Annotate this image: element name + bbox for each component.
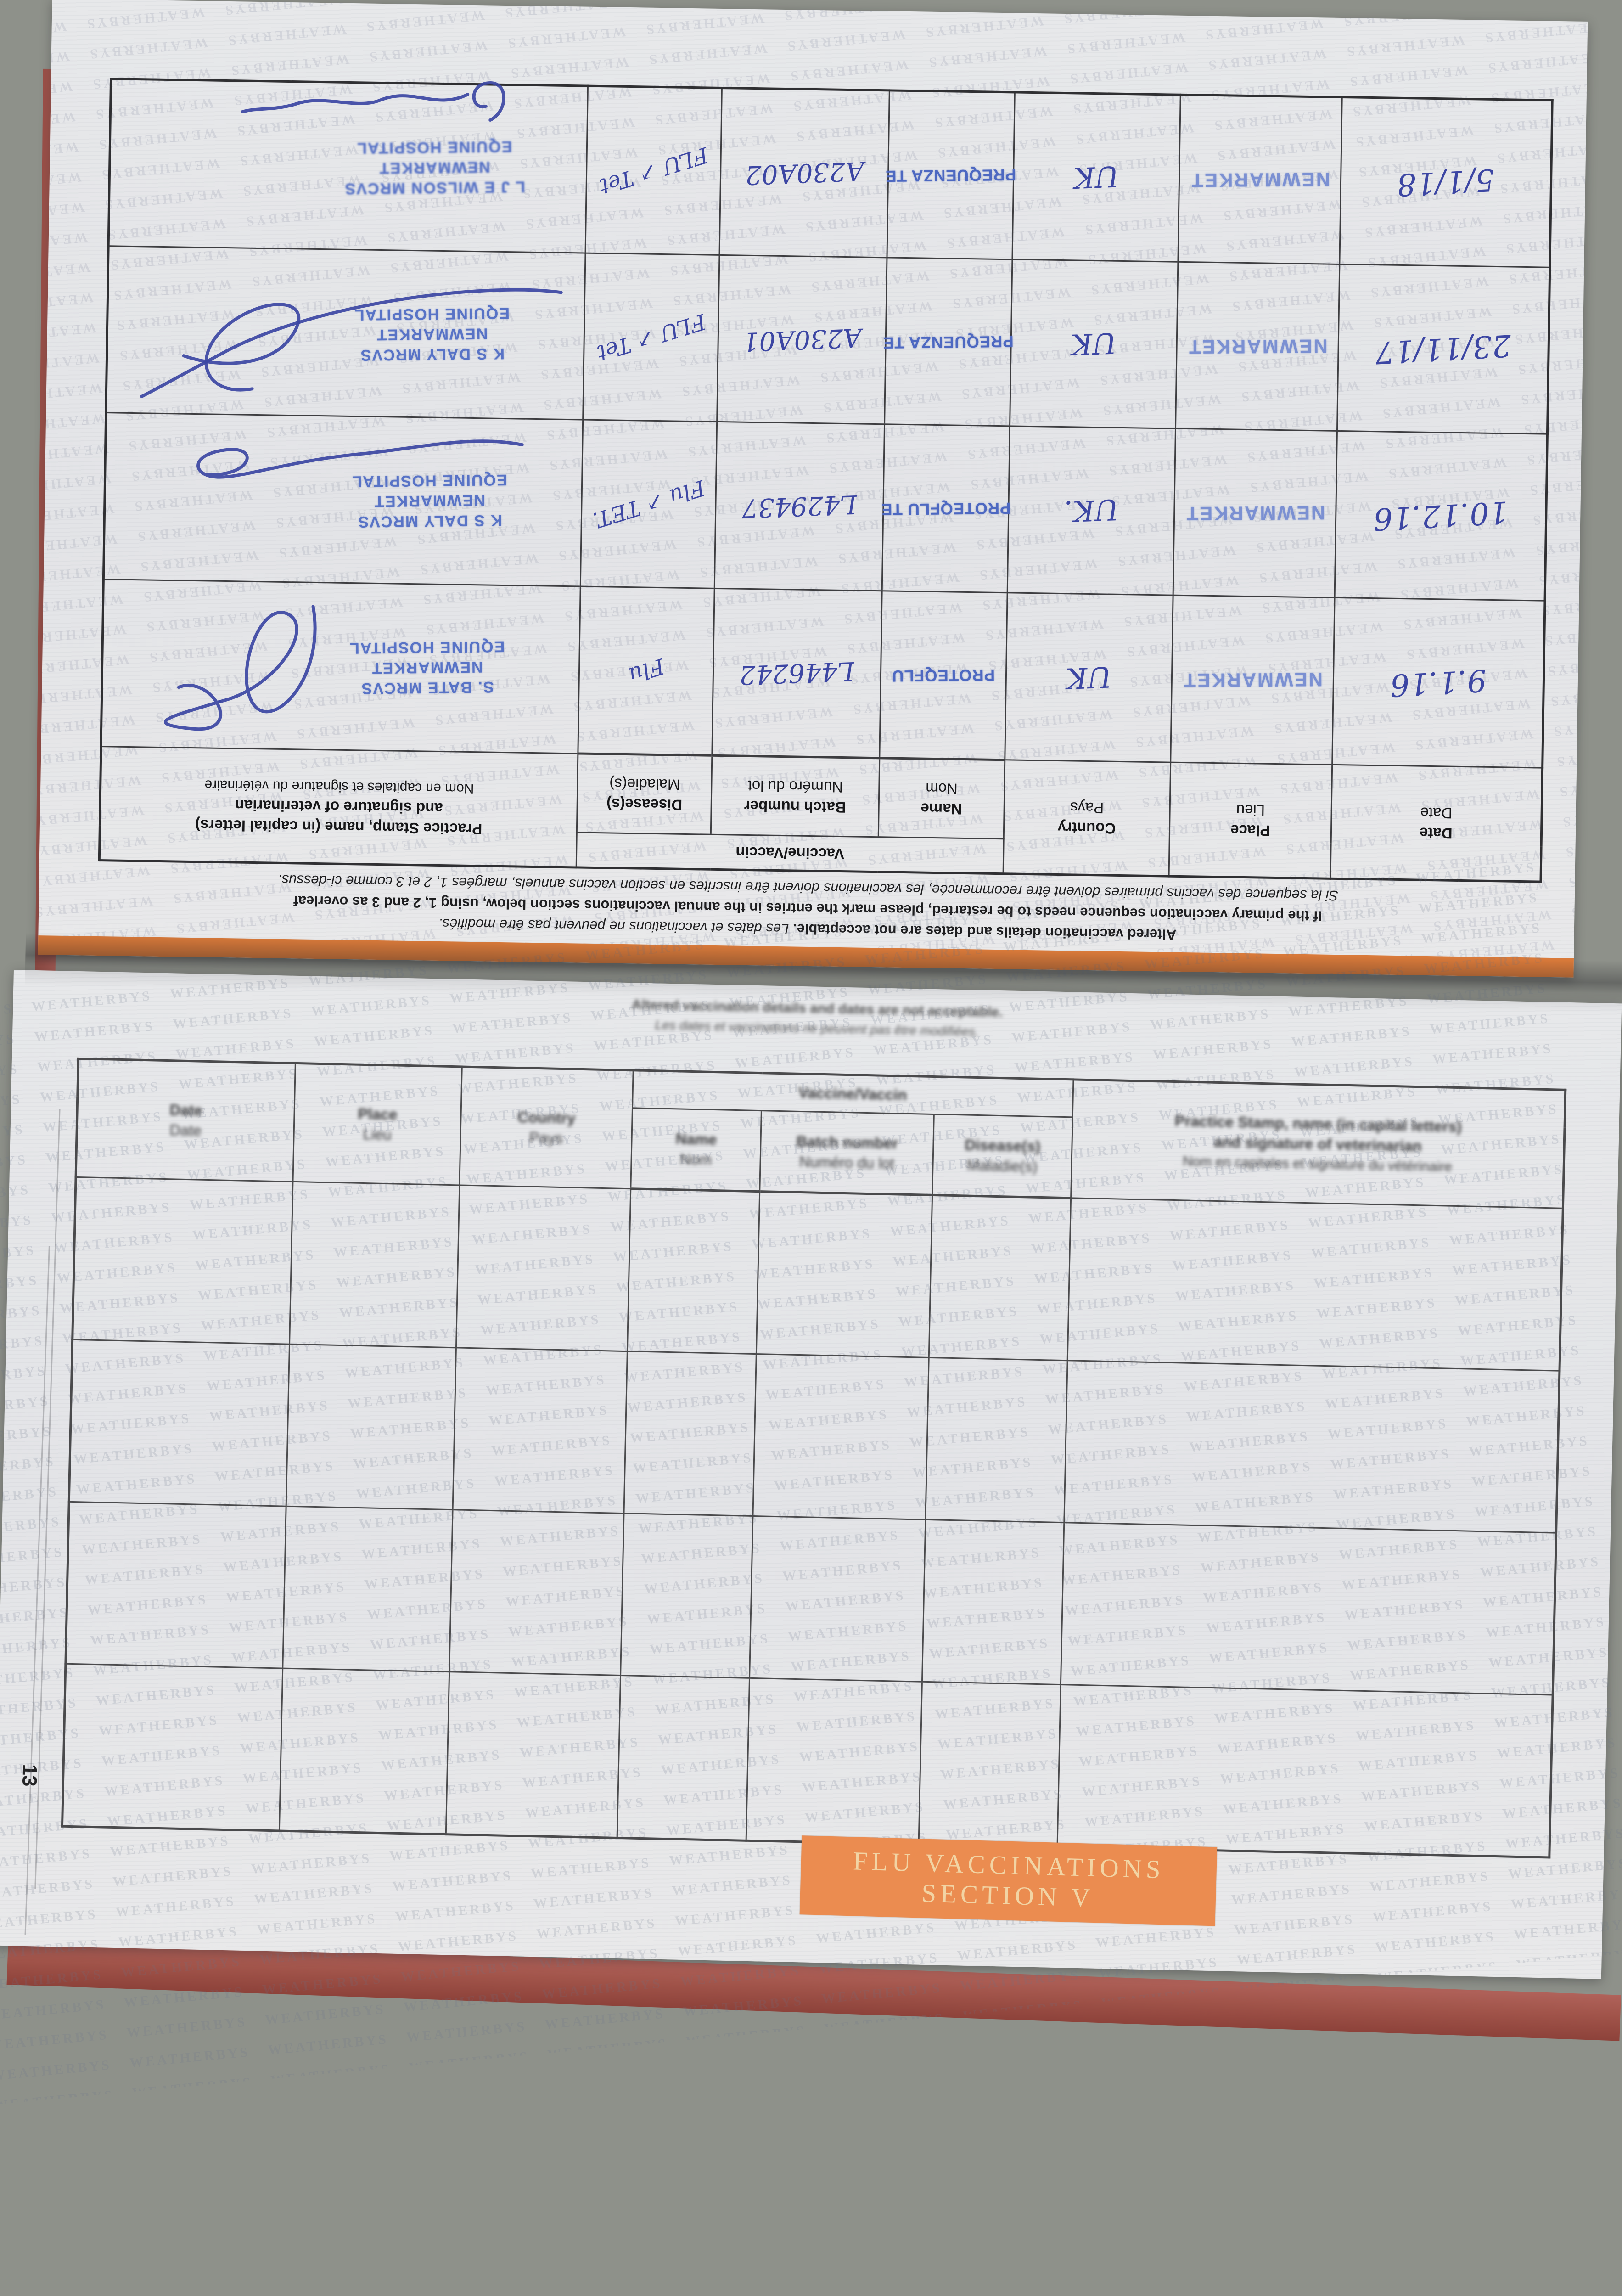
- place-stamp-1: NEWMARKET: [1182, 669, 1323, 692]
- cell-practice-stamp-2: K S DALY MRCVS NEWMARKET EQUINE HOSPITAL: [103, 412, 584, 587]
- vaccination-table-empty: Date Date Place Lieu Country Pays Vaccine/V…: [61, 1057, 1567, 1859]
- place-stamp-3: NEWMARKET: [1187, 335, 1328, 358]
- place-stamp-2: NEWMARKET: [1185, 502, 1325, 525]
- batch-handwriting-4: A230A02: [744, 156, 864, 190]
- vaccination-row-2: 10.12.16 NEWMARKET UK. PROTEQFLU TE L429…: [103, 412, 1548, 601]
- faded-warning-text: Altered vaccination details and dates ar…: [13, 982, 1622, 1055]
- header-date: Date Date: [1330, 765, 1543, 882]
- header-date: Date Date: [76, 1058, 296, 1182]
- disease-handwriting-2: Flu ↗ TET.: [589, 475, 708, 534]
- cell-disease-1: Flu: [578, 586, 715, 756]
- batch-handwriting-2: L429437: [741, 489, 858, 523]
- header-vaccine-name: Name Nom: [630, 1108, 762, 1192]
- header-batch-number: Batch number Numéro du lot: [760, 1110, 934, 1195]
- warning-en-1: Altered vaccination details and dates ar…: [792, 921, 1177, 943]
- header-vaccine-name: Name Nom: [878, 758, 1005, 839]
- cell-date-2: 10.12.16: [1334, 431, 1548, 601]
- country-handwriting-3: UK: [1070, 326, 1117, 362]
- cell-country-3: UK: [1010, 259, 1178, 429]
- disease-handwriting-4: FLU ↗ Tet: [596, 142, 712, 200]
- banner-title-line1: FLU VACCINATIONS: [853, 1846, 1165, 1885]
- vaccination-row-4: 5/1/18 NEWMARKET UK PREQUENZA TE A230A02…: [108, 79, 1553, 268]
- cell-disease-3: FLU ↗ Tet: [583, 253, 720, 422]
- cell-batch-1: L446242: [712, 588, 882, 758]
- empty-row-2: [69, 1339, 1560, 1533]
- header-disease: Disease(s) Maladie(s): [932, 1114, 1072, 1198]
- veterinarian-signature-1: [164, 605, 317, 731]
- date-handwriting-3: 23/11/17: [1374, 327, 1512, 371]
- cell-date-4: 5/1/18: [1339, 97, 1553, 268]
- warning-fr-1: Les dates et vaccinations ne peuvent pas…: [438, 916, 789, 937]
- cell-place-2: NEWMARKET: [1173, 428, 1337, 598]
- cell-batch-4: A230A02: [719, 88, 889, 258]
- cell-vaccine-name-2: PROTEQFLU TE: [881, 424, 1011, 593]
- cell-practice-stamp-3: K S DALY MRCVS NEWMARKET EQUINE HOSPITAL: [106, 246, 586, 420]
- cell-disease-4: FLU ↗ Tet: [585, 86, 722, 255]
- section-banner: FLU VACCINATIONS SECTION V: [799, 1835, 1218, 1926]
- cell-batch-3: A230A01: [717, 255, 887, 424]
- cell-vaccine-name-3: PREQUENZA TE: [882, 257, 1014, 426]
- cell-practice-stamp-1: S. BATE MRCVS NEWMARKET EQUINE HOSPITAL: [101, 579, 581, 754]
- header-batch-number: Batch number Numéro du lot: [711, 755, 880, 837]
- vaccine-name-stamp-3: PREQUENZA TE: [882, 332, 1014, 352]
- header-vaccine: Vaccine/Vaccin: [576, 832, 1004, 874]
- country-handwriting-1: UK: [1066, 660, 1112, 695]
- page-stack-edge: [34, 1109, 61, 1889]
- vaccination-table-filled: Date Date Place Lieu Country Pays Vaccine/V…: [98, 78, 1554, 883]
- batch-handwriting-3: A230A01: [742, 322, 862, 357]
- header-country: Country Pays: [459, 1066, 633, 1189]
- date-handwriting-2: 10.12.16: [1372, 494, 1509, 537]
- header-practice-stamp: Practice Stamp, name (in capital letters…: [1071, 1079, 1566, 1209]
- cell-country-1: UK: [1005, 592, 1173, 763]
- cell-date-3: 23/11/17: [1337, 264, 1550, 434]
- cell-place-1: NEWMARKET: [1170, 595, 1335, 765]
- cell-practice-stamp-4: L J E WILSON MRCVS NEWMARKET EQUINE HOSPIT…: [108, 79, 588, 253]
- header-country: Country Pays: [1003, 760, 1171, 877]
- cell-vaccine-name-4: PREQUENZA TE: [885, 90, 1016, 259]
- top-page-rotated-content: WEATHERBYS WEATHERBYS WEATHERBYS WEATHER…: [38, 0, 1588, 978]
- vaccination-row-1: 9.1.16 NEWMARKET UK PROTEQFLU L446242 Fl…: [101, 579, 1545, 768]
- date-handwriting-1: 9.1.16: [1389, 662, 1487, 703]
- header-disease: Disease(s) Maladie(s): [577, 753, 713, 835]
- cell-place-4: NEWMARKET: [1178, 95, 1342, 264]
- cell-date-1: 9.1.16: [1332, 597, 1545, 768]
- header-place: Place Lieu: [293, 1063, 462, 1185]
- country-handwriting-4: UK: [1073, 159, 1120, 195]
- batch-handwriting-1: L446242: [739, 656, 855, 690]
- cell-country-2: UK.: [1007, 426, 1176, 596]
- cell-country-4: UK: [1012, 92, 1181, 262]
- banner-title-line2: SECTION V: [921, 1879, 1095, 1913]
- vaccine-name-stamp-2: PROTEQFLU TE: [881, 499, 1011, 518]
- date-handwriting-4: 5/1/18: [1396, 162, 1495, 203]
- veterinarian-signature-4: [241, 81, 506, 122]
- vaccine-name-stamp-1: PROTEQFLU: [892, 665, 995, 685]
- practice-stamp-4: L J E WILSON MRCVS NEWMARKET EQUINE HOSPIT…: [344, 137, 526, 197]
- practice-stamp-1: S. BATE MRCVS NEWMARKET EQUINE HOSPITAL: [349, 638, 505, 698]
- cell-disease-2: Flu ↗ TET.: [580, 420, 718, 589]
- place-stamp-4: NEWMARKET: [1190, 169, 1330, 191]
- empty-row-3: [65, 1502, 1556, 1695]
- disease-handwriting-1: Flu: [625, 653, 668, 688]
- practice-stamp-2: K S DALY MRCVS NEWMARKET EQUINE HOSPITAL: [351, 471, 508, 531]
- disease-handwriting-3: FLU ↗ Tet: [594, 309, 709, 366]
- practice-stamp-3: K S DALY MRCVS NEWMARKET EQUINE HOSPITAL: [354, 304, 510, 364]
- cell-batch-2: L429437: [714, 422, 885, 591]
- empty-row-1: [72, 1177, 1563, 1371]
- cell-place-3: NEWMARKET: [1175, 262, 1340, 431]
- cell-vaccine-name-1: PROTEQFLU: [879, 591, 1007, 760]
- country-handwriting-2: UK.: [1063, 493, 1119, 529]
- header-practice-stamp: Practice Stamp, name (in capital letters…: [99, 746, 578, 867]
- bottom-page-blank: WEATHERBYS WEATHERBYS WEATHERBYS WEATHER…: [0, 860, 1622, 2105]
- header-place: Place Lieu: [1168, 762, 1332, 879]
- vaccination-row-3: 23/11/17 NEWMARKET UK PREQUENZA TE A230A…: [106, 246, 1550, 434]
- empty-row-4: [62, 1664, 1553, 1857]
- top-page-upside-down: WEATHERBYS WEATHERBYS WEATHERBYS WEATHER…: [38, 0, 1588, 978]
- vaccine-name-stamp-4: PREQUENZA TE: [885, 165, 1016, 185]
